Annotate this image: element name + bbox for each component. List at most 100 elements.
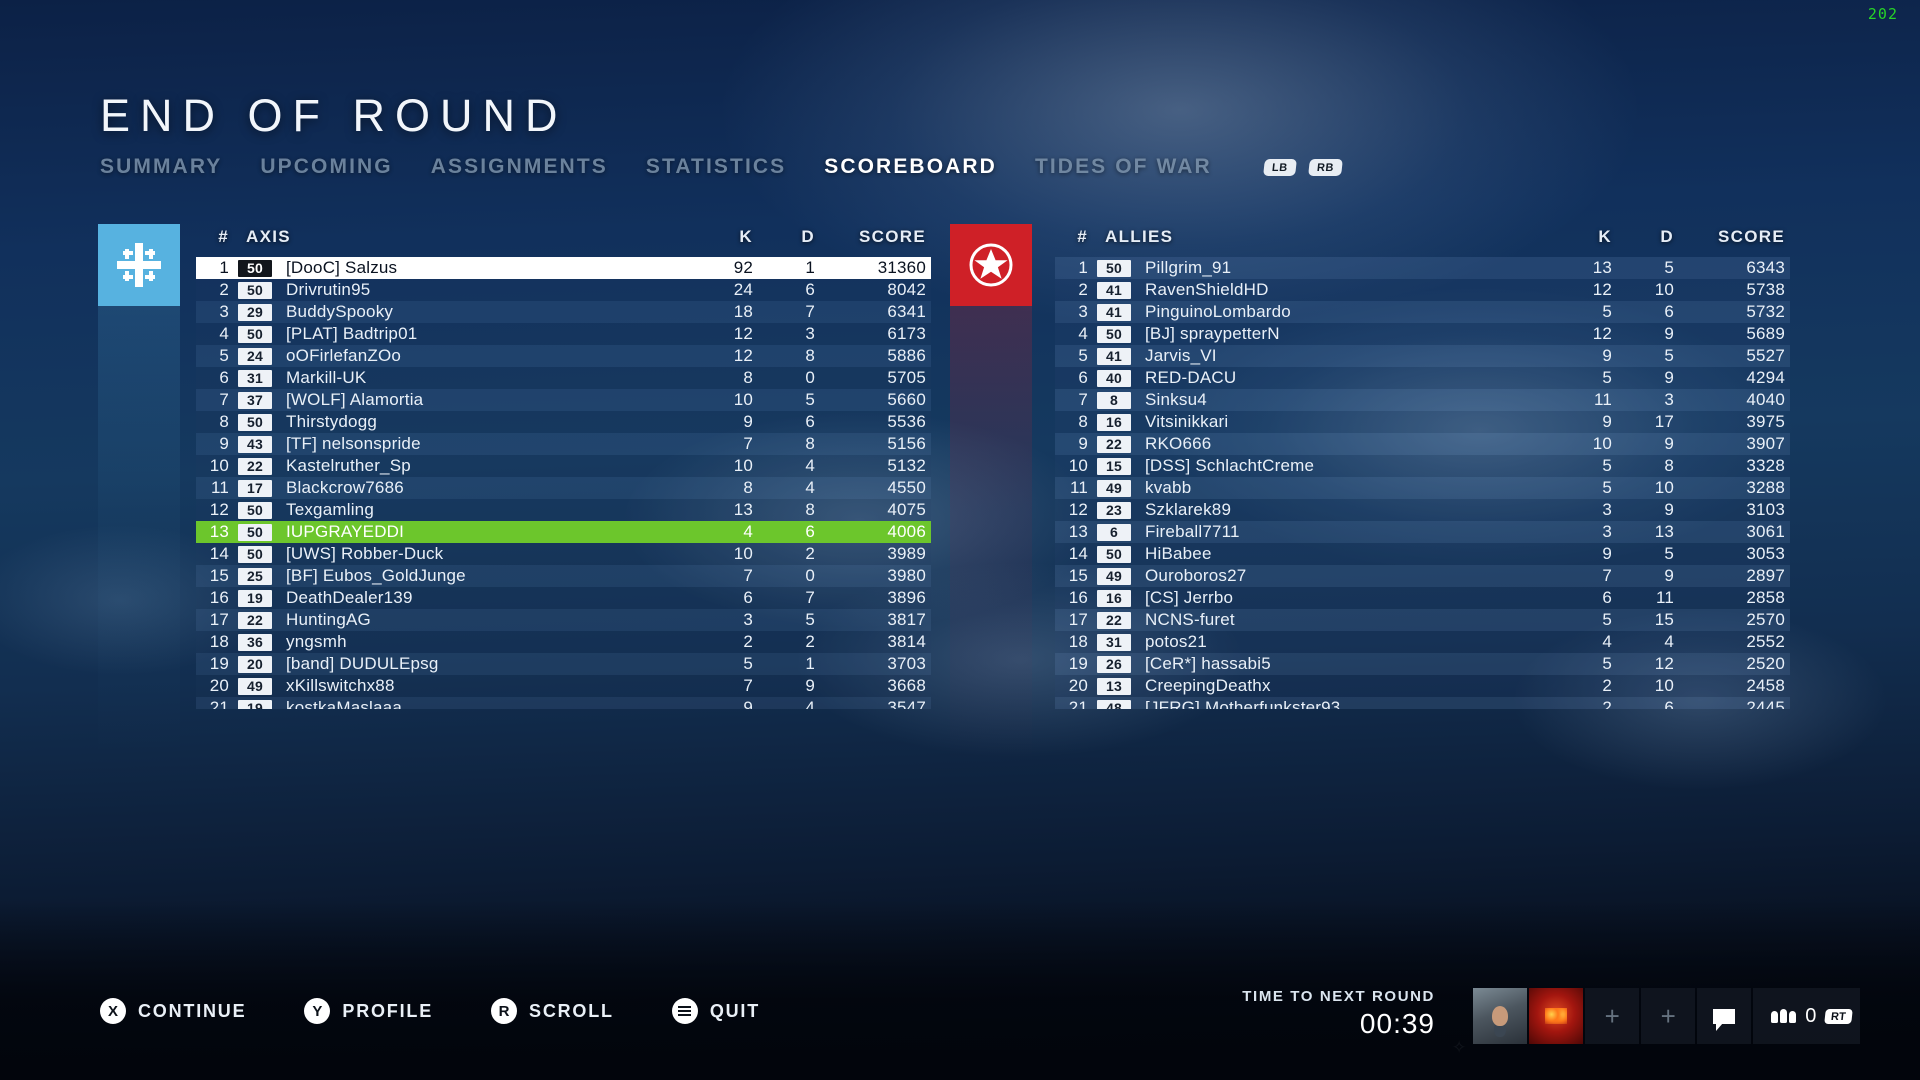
table-row[interactable]: 3 41 PinguinoLombardo 5 6 5732 — [1055, 301, 1790, 323]
tab-upcoming[interactable]: UPCOMING — [260, 155, 393, 178]
player-kills: 3 — [1602, 500, 1612, 519]
table-row[interactable]: 3 29 BuddySpooky 18 7 6341 — [196, 301, 931, 323]
rb-bumper-icon[interactable]: RB — [1308, 158, 1344, 176]
table-row[interactable]: 12 50 Texgamling 13 8 4075 — [196, 499, 931, 521]
player-score: 3103 — [1746, 500, 1785, 519]
table-row[interactable]: 17 22 NCNS-furet 5 15 2570 — [1055, 609, 1790, 631]
table-row[interactable]: 1 50 [DooC] Salzus 92 1 31360 — [196, 257, 931, 279]
table-row[interactable]: 9 43 [TF] nelsonspride 7 8 5156 — [196, 433, 931, 455]
player-level: 31 — [238, 369, 272, 387]
allies-player-list[interactable]: 1 50 Pillgrim_91 13 5 6343 2 41 RavenShieldHD 12 1… — [1055, 257, 1790, 709]
prompt-quit[interactable]: QUIT — [671, 998, 760, 1024]
player-score: 5156 — [887, 434, 926, 453]
table-row[interactable]: 19 20 [band] DUDULEpsg 5 1 3703 — [196, 653, 931, 675]
table-row[interactable]: 6 31 Markill-UK 8 0 5705 — [196, 367, 931, 389]
table-row[interactable]: 4 50 [BJ] spraypetterN 12 9 5689 — [1055, 323, 1790, 345]
party-slot-player-avatar[interactable] — [1473, 988, 1528, 1044]
player-deaths: 2 — [805, 632, 815, 651]
table-row[interactable]: 12 23 Szklarek89 3 9 3103 — [1055, 499, 1790, 521]
tab-summary[interactable]: SUMMARY — [100, 155, 223, 178]
column-score: SCORE — [1718, 227, 1785, 246]
table-row[interactable]: 11 17 Blackcrow7686 8 4 4550 — [196, 477, 931, 499]
party-slot-add-2[interactable]: + — [1641, 988, 1696, 1044]
player-level: 40 — [1097, 369, 1131, 387]
player-level: 24 — [238, 347, 272, 365]
tab-assignments[interactable]: ASSIGNMENTS — [430, 155, 608, 178]
table-row[interactable]: 15 49 Ouroboros27 7 9 2897 — [1055, 565, 1790, 587]
allies-column-header: # ALLIES K D SCORE — [1055, 222, 1790, 252]
table-row[interactable]: 20 49 xKillswitchx88 7 9 3668 — [196, 675, 931, 697]
table-row[interactable]: 10 22 Kastelruther_Sp 10 4 5132 — [196, 455, 931, 477]
table-row[interactable]: 2 50 Drivrutin95 24 6 8042 — [196, 279, 931, 301]
table-row[interactable]: 5 41 Jarvis_VI 9 5 5527 — [1055, 345, 1790, 367]
table-row[interactable]: 5 24 oOFirlefanZOo 12 8 5886 — [196, 345, 931, 367]
axis-player-list[interactable]: 1 50 [DooC] Salzus 92 1 31360 2 50 Drivrutin95 24… — [196, 257, 931, 709]
player-rank: 9 — [1078, 434, 1088, 453]
table-row[interactable]: 6 40 RED-DACU 5 9 4294 — [1055, 367, 1790, 389]
player-kills: 92 — [733, 258, 753, 277]
table-row[interactable]: 4 50 [PLAT] Badtrip01 12 3 6173 — [196, 323, 931, 345]
player-score: 4550 — [887, 478, 926, 497]
lb-bumper-icon[interactable]: LB — [1262, 158, 1297, 176]
table-row[interactable]: 16 16 [CS] Jerrbo 6 11 2858 — [1055, 587, 1790, 609]
table-row[interactable]: 10 15 [DSS] SchlachtCreme 5 8 3328 — [1055, 455, 1790, 477]
allies-scoreboard: # ALLIES K D SCORE 1 50 Pillgrim_91 13 5 6343… — [1055, 222, 1790, 709]
table-row[interactable]: 11 49 kvabb 5 10 3288 — [1055, 477, 1790, 499]
player-deaths: 6 — [805, 280, 815, 299]
table-row[interactable]: 21 48 [JFRG] Motherfunkster93 2 6 2445 — [1055, 697, 1790, 709]
player-deaths: 6 — [805, 412, 815, 431]
prompt-scroll[interactable]: R SCROLL — [491, 998, 614, 1024]
tab-tides-of-war[interactable]: TIDES OF WAR — [1034, 155, 1212, 178]
table-row[interactable]: 9 22 RKO666 10 9 3907 — [1055, 433, 1790, 455]
table-row[interactable]: 21 19 kostkaMaslaaa 9 4 3547 — [196, 697, 931, 709]
player-deaths: 5 — [805, 390, 815, 409]
tab-scoreboard[interactable]: SCOREBOARD — [824, 155, 997, 178]
player-deaths: 8 — [1664, 456, 1674, 475]
player-name: [DSS] SchlachtCreme — [1145, 456, 1315, 475]
table-row[interactable]: 18 31 potos21 4 4 2552 — [1055, 631, 1790, 653]
table-row[interactable]: 19 26 [CeR*] hassabi5 5 12 2520 — [1055, 653, 1790, 675]
player-rank: 10 — [209, 456, 229, 475]
squad-indicator[interactable]: 0 RT — [1753, 988, 1860, 1044]
table-row[interactable]: 7 37 [WOLF] Alamortia 10 5 5660 — [196, 389, 931, 411]
table-row[interactable]: 15 25 [BF] Eubos_GoldJunge 7 0 3980 — [196, 565, 931, 587]
player-level: 37 — [238, 391, 272, 409]
rt-button-icon[interactable]: RT — [1824, 1008, 1853, 1024]
player-kills: 5 — [1602, 368, 1612, 387]
table-row[interactable]: 14 50 [UWS] Robber-Duck 10 2 3989 — [196, 543, 931, 565]
table-row[interactable]: 2 41 RavenShieldHD 12 10 5738 — [1055, 279, 1790, 301]
tab-statistics[interactable]: STATISTICS — [645, 155, 787, 178]
table-row[interactable]: 17 22 HuntingAG 3 5 3817 — [196, 609, 931, 631]
table-row[interactable]: 13 50 IUPGRAYEDDI 4 6 4006 — [196, 521, 931, 543]
player-name: [DooC] Salzus — [286, 258, 398, 277]
table-row[interactable]: 8 16 Vitsinikkari 9 17 3975 — [1055, 411, 1790, 433]
prompt-profile[interactable]: Y PROFILE — [304, 998, 433, 1024]
table-row[interactable]: 20 13 CreepingDeathx 2 10 2458 — [1055, 675, 1790, 697]
table-row[interactable]: 14 50 HiBabee 9 5 3053 — [1055, 543, 1790, 565]
player-score: 5132 — [887, 456, 926, 475]
player-level: 41 — [1097, 303, 1131, 321]
party-slot-clan-emblem[interactable] — [1529, 988, 1584, 1044]
player-rank: 1 — [1078, 258, 1088, 277]
table-row[interactable]: 7 8 Sinksu4 11 3 4040 — [1055, 389, 1790, 411]
party-slot-add-1[interactable]: + — [1585, 988, 1640, 1044]
player-level: 50 — [1097, 545, 1131, 563]
player-name: Sinksu4 — [1145, 390, 1207, 409]
player-name: Fireball7711 — [1145, 522, 1240, 541]
player-score: 4075 — [887, 500, 926, 519]
player-level: 8 — [1097, 391, 1131, 409]
player-kills: 5 — [1602, 610, 1612, 629]
player-deaths: 15 — [1654, 610, 1674, 629]
table-row[interactable]: 1 50 Pillgrim_91 13 5 6343 — [1055, 257, 1790, 279]
player-score: 2445 — [1746, 698, 1785, 709]
chat-icon[interactable] — [1697, 988, 1752, 1044]
table-row[interactable]: 8 50 Thirstydogg 9 6 5536 — [196, 411, 931, 433]
player-rank: 17 — [209, 610, 229, 629]
player-name: Thirstydogg — [286, 412, 378, 431]
table-row[interactable]: 18 36 yngsmh 2 2 3814 — [196, 631, 931, 653]
table-row[interactable]: 13 6 Fireball7711 3 13 3061 — [1055, 521, 1790, 543]
player-kills: 6 — [743, 588, 753, 607]
prompt-continue[interactable]: X CONTINUE — [100, 998, 246, 1024]
player-rank: 15 — [1068, 566, 1088, 585]
table-row[interactable]: 16 19 DeathDealer139 6 7 3896 — [196, 587, 931, 609]
